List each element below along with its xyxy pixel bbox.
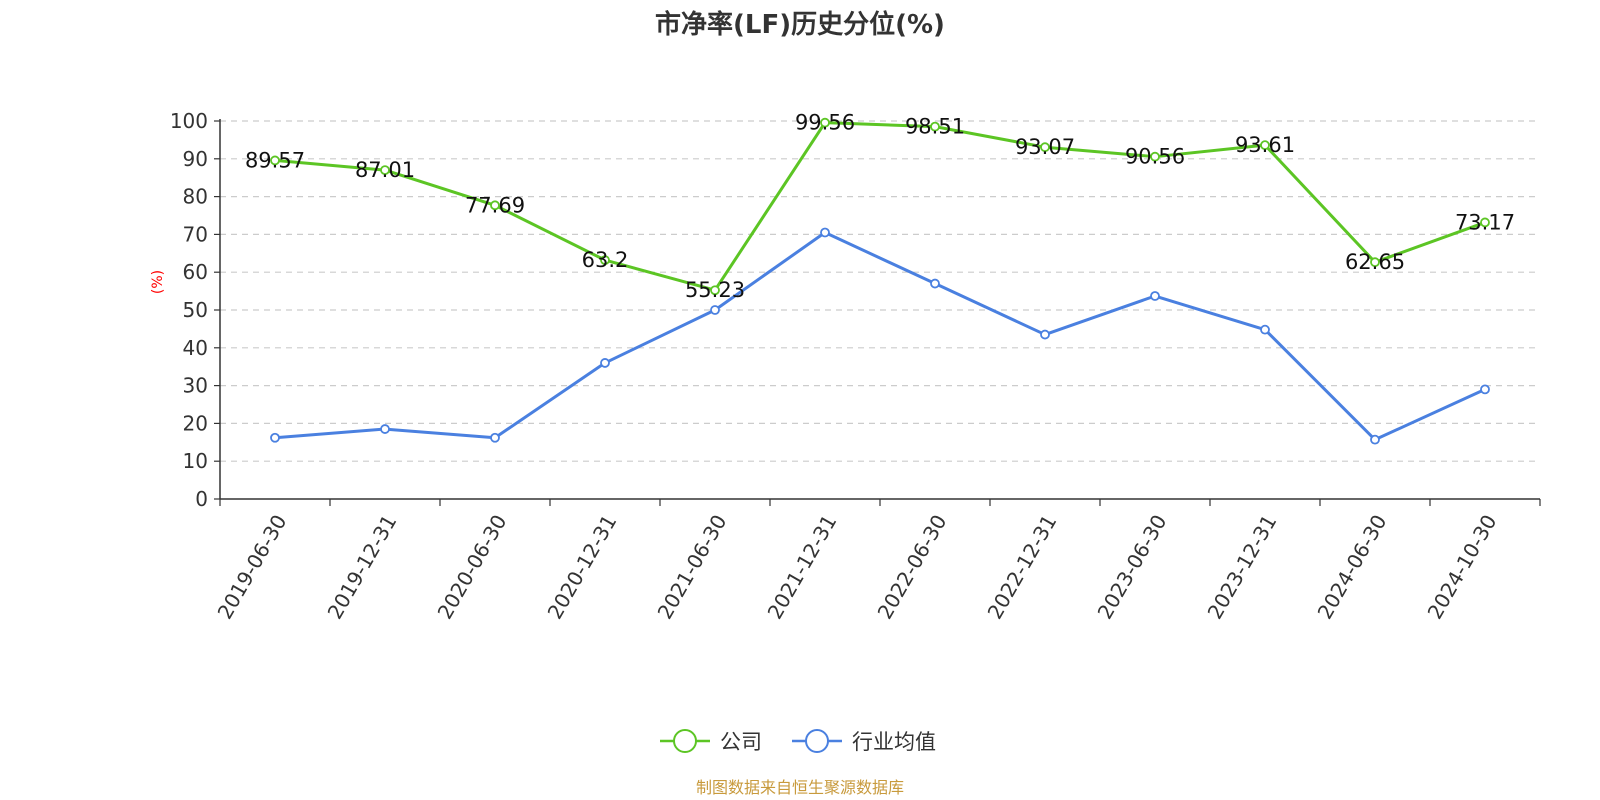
data-label: 98.51	[905, 115, 965, 139]
data-labels: 89.57 87.01 77.69 63.2 55.23 99.56 98.51 93.07 9…	[245, 111, 1515, 303]
x-tick-label: 2019-06-30	[213, 511, 292, 624]
y-tick-label: 40	[183, 336, 208, 360]
legend-marker	[805, 729, 829, 753]
x-tick-label: 2021-06-30	[653, 511, 732, 624]
data-source-note: 制图数据来自恒生聚源数据库	[696, 778, 904, 797]
legend-item[interactable]: 行业均值	[792, 729, 936, 754]
x-tick-label: 2022-06-30	[873, 511, 952, 624]
data-point[interactable]	[710, 285, 720, 296]
data-point[interactable]	[820, 117, 830, 128]
data-label: 77.69	[465, 193, 525, 217]
legend-label: 行业均值	[852, 730, 936, 754]
data-point[interactable]	[1260, 140, 1270, 151]
y-tick-label: 60	[183, 260, 208, 284]
data-point[interactable]	[710, 305, 720, 315]
data-label: 99.56	[795, 111, 855, 135]
data-label: 73.17	[1455, 210, 1515, 234]
data-point[interactable]	[490, 432, 500, 443]
y-tick-label: 70	[183, 222, 208, 246]
data-label: 87.01	[355, 158, 415, 182]
data-point[interactable]	[600, 255, 610, 266]
data-point[interactable]	[1370, 434, 1380, 445]
legend-label: 公司	[720, 730, 762, 754]
data-label: 55.23	[685, 278, 745, 302]
y-tick-label: 10	[183, 449, 208, 473]
data-point[interactable]	[1040, 329, 1050, 340]
x-tick-label: 2019-12-31	[323, 511, 402, 624]
y-tick-label: 30	[183, 374, 208, 398]
series-layer	[270, 117, 1490, 445]
x-tick-label: 2024-06-30	[1313, 511, 1392, 624]
x-tick-label: 2020-12-31	[543, 511, 622, 624]
legend-marker	[673, 729, 697, 753]
x-tick-label: 2020-06-30	[433, 511, 512, 624]
data-point[interactable]	[1040, 142, 1050, 153]
data-point[interactable]	[270, 432, 280, 443]
data-label: 93.61	[1235, 133, 1295, 157]
series-line-2	[274, 231, 1486, 442]
x-tick-label: 2024-10-30	[1423, 511, 1502, 624]
data-label: 93.07	[1015, 135, 1075, 159]
x-tick-label: 2021-12-31	[763, 511, 842, 624]
data-point[interactable]	[1150, 291, 1160, 301]
y-tick-label: 100	[170, 109, 208, 133]
data-point[interactable]	[600, 358, 610, 368]
x-tick-label: 2023-12-31	[1203, 511, 1282, 624]
chart-title: 市净率(LF)历史分位(%)	[655, 9, 945, 40]
data-point[interactable]	[270, 155, 280, 166]
series-line-1	[274, 121, 1486, 292]
y-tick-label: 80	[183, 185, 208, 209]
gridlines	[220, 120, 1540, 462]
data-point[interactable]	[930, 278, 940, 289]
data-point[interactable]	[380, 165, 390, 176]
data-point[interactable]	[1260, 324, 1270, 335]
data-label: 63.2	[582, 248, 629, 272]
y-tick-label: 20	[183, 411, 208, 435]
data-point[interactable]	[1150, 151, 1160, 162]
y-tick-label: 50	[183, 298, 208, 322]
legend-item[interactable]: 公司	[660, 729, 762, 754]
data-point[interactable]	[490, 200, 500, 211]
y-tick-label: 0	[195, 487, 208, 511]
x-tick-label: 2022-12-31	[983, 511, 1062, 624]
legend[interactable]: 公司 行业均值	[660, 729, 936, 754]
data-point[interactable]	[930, 121, 940, 132]
x-tick-label: 2023-06-30	[1093, 511, 1172, 624]
data-point[interactable]	[820, 227, 830, 238]
data-point[interactable]	[1480, 217, 1490, 228]
y-tick-label: 90	[183, 147, 208, 171]
data-point[interactable]	[1480, 384, 1490, 395]
data-point[interactable]	[1370, 257, 1380, 268]
y-axis-label: (%)	[150, 270, 166, 294]
data-label: 62.65	[1345, 250, 1405, 274]
axes: 0 10 20 30 40 50 60 70 80 90 100 2019-06-30 2019-12-…	[170, 109, 1541, 624]
data-label: 89.57	[245, 148, 305, 172]
data-label: 90.56	[1125, 145, 1185, 169]
data-point[interactable]	[380, 424, 390, 434]
